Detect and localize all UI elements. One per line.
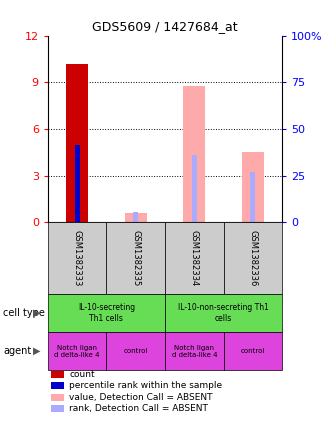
Text: Notch ligan
d delta-like 4: Notch ligan d delta-like 4 — [172, 345, 217, 357]
Text: GSM1382334: GSM1382334 — [190, 230, 199, 286]
Bar — [75, 145, 80, 222]
Text: GSM1382336: GSM1382336 — [248, 230, 257, 286]
Text: GSM1382333: GSM1382333 — [73, 230, 82, 286]
Text: GSM1382335: GSM1382335 — [131, 230, 140, 286]
Text: control: control — [241, 348, 265, 354]
Text: Notch ligan
d delta-like 4: Notch ligan d delta-like 4 — [54, 345, 100, 357]
Bar — [133, 212, 138, 222]
Text: count: count — [69, 370, 95, 379]
Bar — [125, 213, 147, 222]
Text: IL-10-non-secreting Th1
cells: IL-10-non-secreting Th1 cells — [178, 303, 269, 323]
Bar — [183, 85, 205, 222]
Text: cell type: cell type — [3, 308, 45, 318]
Bar — [242, 152, 264, 222]
Text: agent: agent — [3, 346, 32, 356]
Text: rank, Detection Call = ABSENT: rank, Detection Call = ABSENT — [69, 404, 208, 413]
Bar — [250, 173, 255, 222]
Text: ▶: ▶ — [33, 346, 41, 356]
Bar — [192, 155, 197, 222]
Text: percentile rank within the sample: percentile rank within the sample — [69, 381, 222, 390]
Text: value, Detection Call = ABSENT: value, Detection Call = ABSENT — [69, 393, 213, 402]
Bar — [66, 64, 88, 222]
Title: GDS5609 / 1427684_at: GDS5609 / 1427684_at — [92, 20, 238, 33]
Text: IL-10-secreting
Th1 cells: IL-10-secreting Th1 cells — [78, 303, 135, 323]
Text: ▶: ▶ — [33, 308, 41, 318]
Text: control: control — [123, 348, 148, 354]
